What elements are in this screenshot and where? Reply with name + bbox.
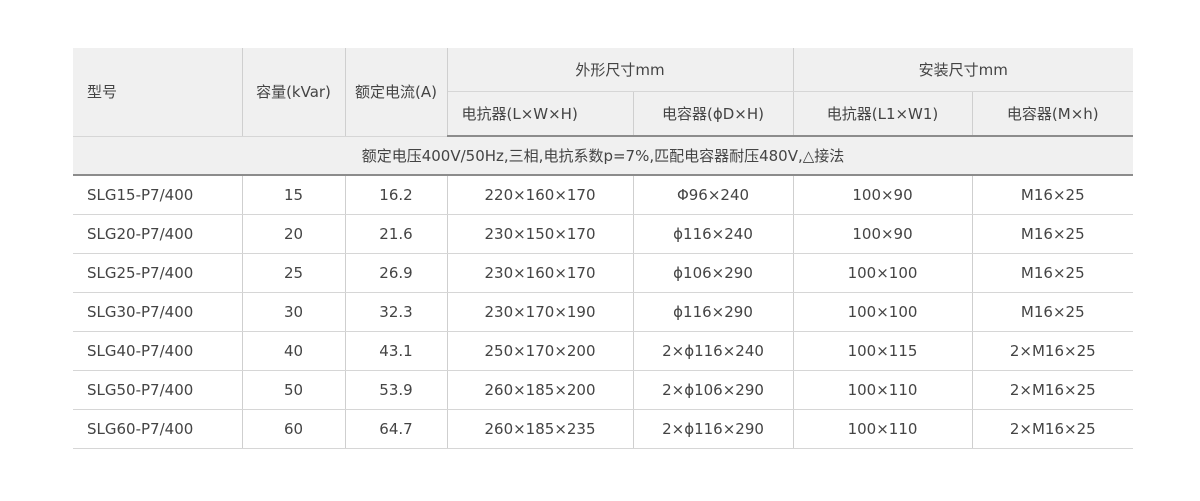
header-outer-dims: 外形尺寸mm xyxy=(446,48,794,92)
cell-reactor-install: 100×110 xyxy=(792,370,973,410)
cell-model: SLG50-P7/400 xyxy=(73,370,243,410)
cell-reactor-dims: 260×185×200 xyxy=(446,370,634,410)
header-model: 型号 xyxy=(73,48,243,137)
table-row: SLG15-P7/400 15 16.2 220×160×170 Φ96×240 100×… xyxy=(73,175,1134,215)
cell-reactor-dims: 220×160×170 xyxy=(446,175,634,215)
cell-capacitor-dims: 2×ϕ116×290 xyxy=(632,409,794,449)
cell-model: SLG20-P7/400 xyxy=(73,214,243,254)
cell-capacitor-dims: Φ96×240 xyxy=(632,175,794,215)
cell-capacitor-install: M16×25 xyxy=(971,214,1134,254)
header-capacity: 容量(kVar) xyxy=(241,48,346,137)
cell-capacitor-install: M16×25 xyxy=(971,253,1134,293)
cell-capacity: 50 xyxy=(241,370,346,410)
cell-current: 21.6 xyxy=(344,214,448,254)
cell-capacity: 25 xyxy=(241,253,346,293)
cell-model: SLG60-P7/400 xyxy=(73,409,243,449)
cell-model: SLG30-P7/400 xyxy=(73,292,243,332)
table-row: SLG40-P7/400 40 43.1 250×170×200 2×ϕ116×240 1… xyxy=(73,331,1134,371)
spec-table: 型号 容量(kVar) 额定电流(A) 外形尺寸mm 安装尺寸mm 电抗器(L×… xyxy=(73,48,1134,449)
cell-capacitor-dims: 2×ϕ106×290 xyxy=(632,370,794,410)
table-row: SLG30-P7/400 30 32.3 230×170×190 ϕ116×290 100… xyxy=(73,292,1134,332)
cell-capacitor-dims: 2×ϕ116×240 xyxy=(632,331,794,371)
cell-capacitor-install: M16×25 xyxy=(971,175,1134,215)
cell-capacitor-install: M16×25 xyxy=(971,292,1134,332)
cell-model: SLG15-P7/400 xyxy=(73,175,243,215)
cell-capacitor-install: 2×M16×25 xyxy=(971,370,1134,410)
header-install-dims: 安装尺寸mm xyxy=(792,48,1134,92)
cell-current: 32.3 xyxy=(344,292,448,332)
table-row: SLG50-P7/400 50 53.9 260×185×200 2×ϕ106×290 1… xyxy=(73,370,1134,410)
cell-reactor-install: 100×90 xyxy=(792,214,973,254)
cell-model: SLG40-P7/400 xyxy=(73,331,243,371)
cell-reactor-install: 100×90 xyxy=(792,175,973,215)
table-row: SLG25-P7/400 25 26.9 230×160×170 ϕ106×290 100… xyxy=(73,253,1134,293)
cell-current: 64.7 xyxy=(344,409,448,449)
table-row: SLG60-P7/400 60 64.7 260×185×235 2×ϕ116×290 1… xyxy=(73,409,1134,449)
note-row: 额定电压400V/50Hz,三相,电抗系数p=7%,匹配电容器耐压480V,△接… xyxy=(73,136,1134,176)
cell-model: SLG25-P7/400 xyxy=(73,253,243,293)
cell-capacitor-install: 2×M16×25 xyxy=(971,409,1134,449)
cell-current: 43.1 xyxy=(344,331,448,371)
cell-capacity: 20 xyxy=(241,214,346,254)
cell-capacity: 60 xyxy=(241,409,346,449)
table-row: SLG20-P7/400 20 21.6 230×150×170 ϕ116×240 100… xyxy=(73,214,1134,254)
cell-capacity: 15 xyxy=(241,175,346,215)
cell-capacity: 30 xyxy=(241,292,346,332)
cell-capacitor-install: 2×M16×25 xyxy=(971,331,1134,371)
cell-reactor-dims: 250×170×200 xyxy=(446,331,634,371)
subheader-capacitor-dh: 电容器(ϕD×H) xyxy=(632,91,794,137)
cell-reactor-install: 100×100 xyxy=(792,253,973,293)
cell-capacitor-dims: ϕ116×240 xyxy=(632,214,794,254)
cell-reactor-dims: 230×160×170 xyxy=(446,253,634,293)
cell-reactor-dims: 230×170×190 xyxy=(446,292,634,332)
cell-reactor-install: 100×110 xyxy=(792,409,973,449)
header-current: 额定电流(A) xyxy=(344,48,448,137)
subheader-reactor-lwh: 电抗器(L×W×H) xyxy=(447,91,634,137)
subheader-reactor-l1w1: 电抗器(L1×W1) xyxy=(792,91,973,137)
cell-reactor-install: 100×100 xyxy=(792,292,973,332)
cell-capacitor-dims: ϕ116×290 xyxy=(632,292,794,332)
cell-capacitor-dims: ϕ106×290 xyxy=(632,253,794,293)
cell-current: 26.9 xyxy=(344,253,448,293)
cell-reactor-dims: 260×185×235 xyxy=(446,409,634,449)
cell-reactor-install: 100×115 xyxy=(792,331,973,371)
cell-current: 53.9 xyxy=(344,370,448,410)
subheader-capacitor-mh: 电容器(M×h) xyxy=(971,91,1134,137)
cell-capacity: 40 xyxy=(241,331,346,371)
cell-current: 16.2 xyxy=(344,175,448,215)
cell-reactor-dims: 230×150×170 xyxy=(446,214,634,254)
